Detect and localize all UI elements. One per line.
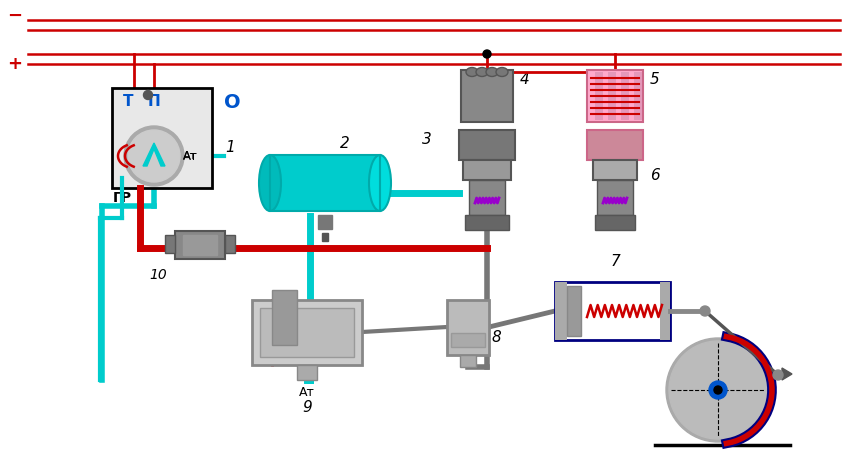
Text: 8: 8 [492, 329, 501, 345]
Text: Т: Т [123, 95, 134, 110]
Text: П: П [147, 95, 161, 110]
Bar [322, 233, 328, 241]
Circle shape [773, 370, 783, 380]
Text: Ат: Ат [183, 149, 197, 163]
Text: −: − [8, 7, 23, 25]
Text: 1: 1 [225, 140, 235, 155]
Bar [272, 290, 297, 345]
Bar [555, 282, 670, 340]
Text: Ат: Ат [183, 151, 197, 161]
Bar [460, 355, 476, 367]
Bar [270, 155, 380, 211]
Bar [447, 300, 489, 355]
Bar [608, 72, 616, 120]
Circle shape [124, 126, 184, 186]
Text: Ат: Ат [299, 387, 315, 399]
Bar [183, 235, 217, 255]
Bar [318, 215, 332, 229]
Text: О: О [223, 92, 240, 112]
Circle shape [700, 306, 710, 316]
Bar [297, 365, 317, 380]
Bar [252, 300, 362, 365]
Text: 10: 10 [149, 268, 167, 282]
Bar [451, 333, 485, 347]
Text: 4: 4 [520, 73, 530, 87]
Text: 7: 7 [610, 255, 620, 270]
Circle shape [669, 341, 767, 439]
Text: 5: 5 [650, 73, 660, 87]
Bar [175, 231, 225, 259]
Ellipse shape [259, 155, 281, 211]
Bar [587, 70, 643, 122]
Ellipse shape [466, 68, 478, 76]
Bar [587, 130, 643, 160]
Ellipse shape [369, 155, 391, 211]
Circle shape [483, 50, 491, 58]
Bar [621, 72, 629, 120]
Bar [597, 180, 633, 215]
Bar [463, 160, 511, 180]
Bar [567, 286, 581, 336]
Circle shape [666, 338, 770, 442]
Circle shape [144, 90, 152, 100]
Circle shape [709, 381, 727, 399]
Text: 9: 9 [302, 399, 312, 414]
Bar [595, 72, 603, 120]
Text: +: + [8, 55, 23, 73]
Ellipse shape [496, 68, 508, 76]
Circle shape [128, 130, 180, 182]
Polygon shape [143, 143, 165, 166]
Ellipse shape [476, 68, 488, 76]
Bar [459, 130, 515, 160]
Text: 3: 3 [422, 133, 431, 148]
Bar [165, 235, 175, 253]
Bar [593, 160, 637, 180]
Bar [461, 70, 513, 122]
Bar [595, 215, 635, 230]
Bar [469, 180, 505, 215]
Bar [112, 88, 212, 188]
Bar [555, 282, 567, 340]
Polygon shape [782, 368, 792, 380]
Bar [660, 282, 670, 340]
Bar [634, 72, 642, 120]
Bar [465, 215, 509, 230]
Text: 2: 2 [340, 135, 350, 150]
Bar [225, 235, 235, 253]
Bar [270, 155, 380, 211]
Text: ГР: ГР [113, 191, 132, 205]
Text: 6: 6 [650, 168, 660, 182]
Ellipse shape [486, 68, 498, 76]
Circle shape [714, 386, 722, 394]
Bar [260, 308, 354, 357]
